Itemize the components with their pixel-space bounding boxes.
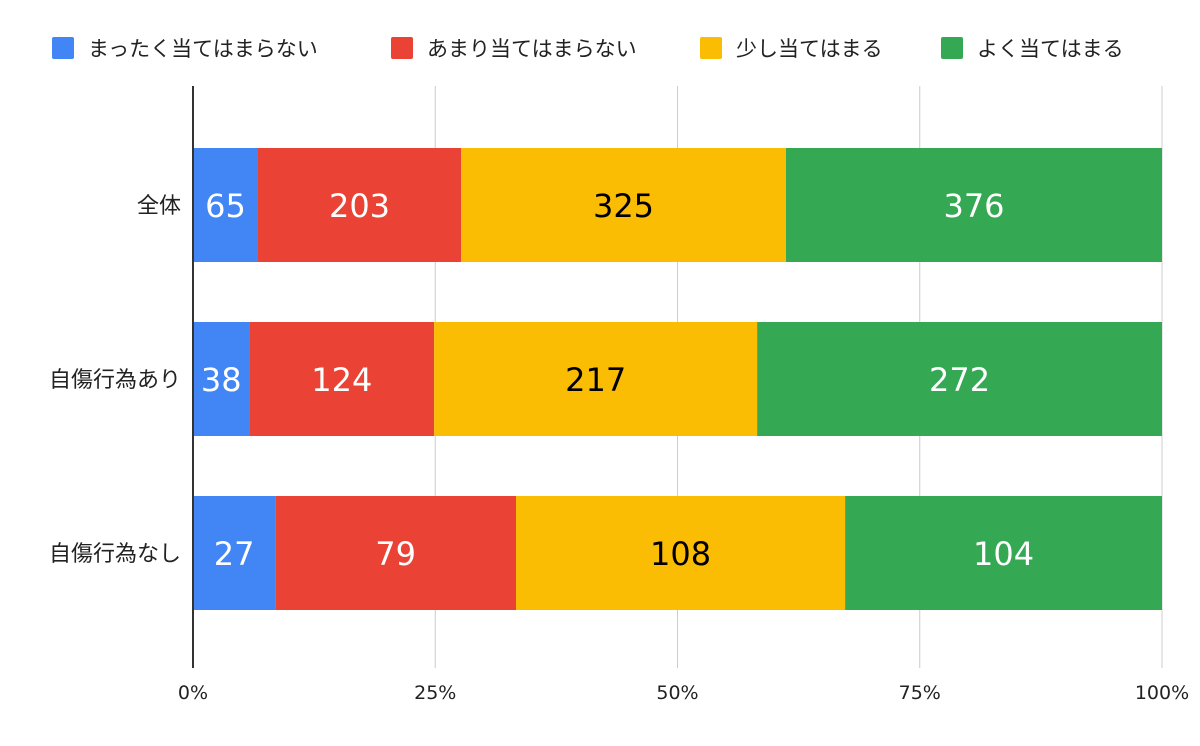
data-label: 272 xyxy=(929,361,990,399)
data-label: 217 xyxy=(565,361,626,399)
x-tick-label: 100% xyxy=(1135,682,1189,704)
bar-segment xyxy=(193,148,258,262)
bar-segment xyxy=(249,322,435,436)
data-label: 104 xyxy=(973,535,1034,573)
category-label: 全体 xyxy=(137,194,181,219)
data-label: 376 xyxy=(943,187,1004,225)
x-tick-label: 75% xyxy=(899,682,941,704)
data-label: 325 xyxy=(593,187,654,225)
bar-segment xyxy=(275,496,516,610)
data-label: 203 xyxy=(329,187,390,225)
bar-segment xyxy=(757,322,1162,436)
data-label: 65 xyxy=(205,187,246,225)
bar-segment xyxy=(193,496,276,610)
data-label: 27 xyxy=(214,535,255,573)
bar-segment xyxy=(516,496,846,610)
category-label: 自傷行為なし xyxy=(49,542,181,567)
legend-label: よく当てはまる xyxy=(977,37,1124,61)
legend-swatch xyxy=(700,37,722,59)
legend-label: あまり当てはまらない xyxy=(427,37,637,61)
bar-segment xyxy=(461,148,786,262)
bar-segment xyxy=(786,148,1162,262)
legend-swatch xyxy=(391,37,413,59)
x-tick-label: 25% xyxy=(414,682,456,704)
legend: まったく当てはまらない あまり当てはまらない 少し当てはまる よく当てはまる xyxy=(52,37,1124,61)
bar-segment xyxy=(193,322,250,436)
bar-segment xyxy=(258,148,461,262)
data-label: 124 xyxy=(311,361,372,399)
legend-swatch xyxy=(941,37,963,59)
bars: 65 203 325 376 38 124 217 272 27 79 108 104 xyxy=(193,148,1162,610)
data-label: 38 xyxy=(201,361,242,399)
data-label: 79 xyxy=(375,535,416,573)
data-label: 108 xyxy=(650,535,711,573)
bar-segment xyxy=(434,322,758,436)
x-tick-label: 0% xyxy=(178,682,208,704)
legend-swatch xyxy=(52,37,74,59)
legend-label: まったく当てはまらない xyxy=(88,37,318,61)
legend-label: 少し当てはまる xyxy=(736,37,883,61)
category-label: 自傷行為あり xyxy=(49,368,181,393)
x-tick-label: 50% xyxy=(656,682,698,704)
bar-segment xyxy=(845,496,1162,610)
